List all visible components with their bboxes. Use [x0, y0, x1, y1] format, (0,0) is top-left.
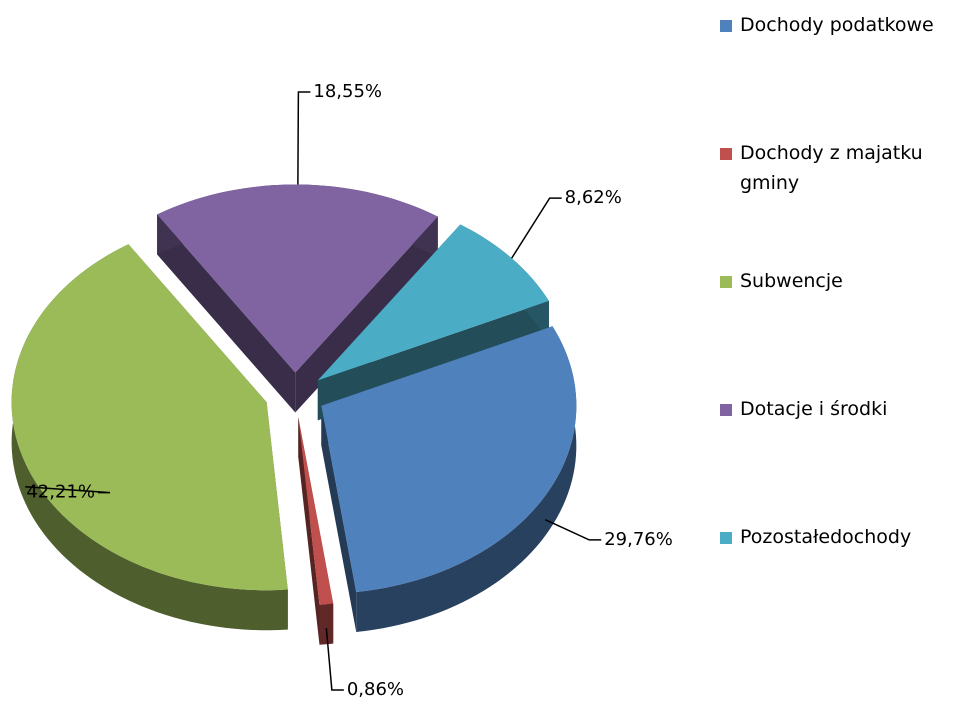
- data-label: 0,86%: [347, 679, 404, 700]
- slice-wall: [295, 216, 438, 413]
- legend-swatch: [720, 404, 732, 416]
- slice-side: [11, 244, 288, 631]
- leader-line: [544, 518, 602, 541]
- leader-line: [511, 197, 562, 259]
- legend-swatch: [720, 148, 732, 160]
- slice: [11, 244, 288, 591]
- data-label: 8,62%: [565, 187, 622, 208]
- legend-label: Subwencje: [740, 270, 843, 292]
- leader-line: [325, 628, 344, 691]
- data-label: 29,76%: [604, 529, 673, 550]
- legend-swatch: [720, 532, 732, 544]
- slice: [298, 417, 334, 605]
- legend-label: Pozostałedochody: [740, 526, 912, 548]
- legend-item: Pozostałedochody: [720, 522, 960, 650]
- legend-label: Dotacje i środki: [740, 398, 888, 420]
- legend-label: Dochody z majatku gminy: [740, 142, 923, 194]
- slice: [157, 184, 438, 373]
- slice-side: [356, 326, 577, 632]
- legend-swatch: [720, 20, 732, 32]
- legend-swatch: [720, 276, 732, 288]
- legend-label: Dochody podatkowe: [740, 14, 934, 36]
- slice: [317, 224, 549, 381]
- chart: 29,76% 0,86% 42,21% 18,55% 8,62%: [11, 81, 673, 700]
- data-label: 42,21%: [26, 482, 95, 503]
- data-label: 18,55%: [313, 81, 382, 102]
- slice-wall: [157, 214, 296, 413]
- slice-side: [319, 603, 334, 645]
- slice: [321, 326, 577, 592]
- legend-item: Subwencje: [720, 266, 960, 394]
- leader-line: [297, 91, 311, 185]
- legend: Dochody podatkowe Dochody z majatku gminy…: [720, 10, 960, 650]
- leader-line: [25, 486, 111, 494]
- legend-item: Dochody podatkowe: [720, 10, 960, 138]
- slice-wall: [298, 417, 320, 645]
- legend-item: Dotacje i środki: [720, 394, 960, 522]
- legend-item: Dochody z majatku gminy: [720, 138, 960, 266]
- slice-wall: [321, 405, 357, 632]
